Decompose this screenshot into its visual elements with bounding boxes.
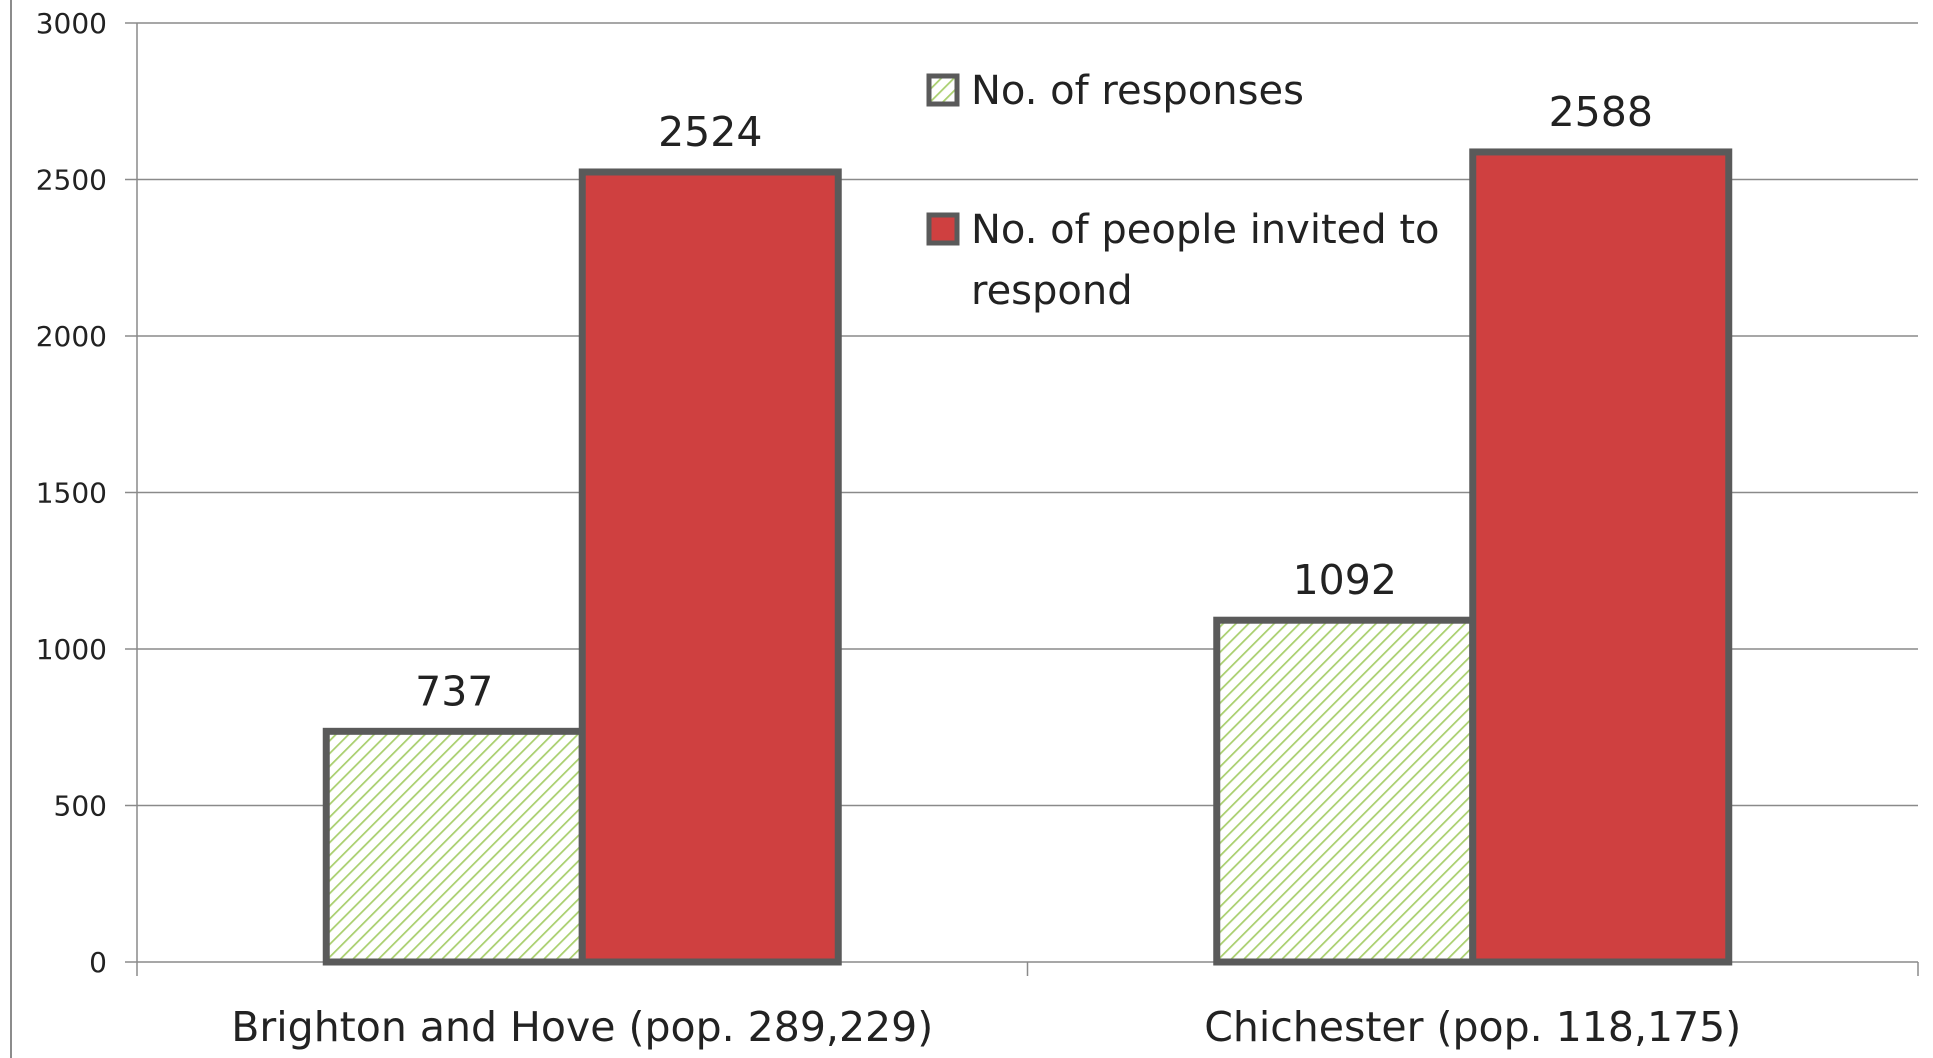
y-tick-label: 0 <box>89 946 107 979</box>
bar-responses <box>322 727 586 966</box>
x-category-label: Brighton and Hove (pop. 289,229) <box>231 1003 933 1051</box>
y-tick-label: 500 <box>54 790 107 823</box>
bar-invited <box>1469 148 1733 966</box>
data-label: 2588 <box>1549 88 1653 136</box>
legend-swatch <box>926 212 960 246</box>
y-tick-label: 2000 <box>36 320 107 353</box>
y-tick-label: 3000 <box>36 7 107 40</box>
bar-responses <box>1213 616 1477 966</box>
data-label: 2524 <box>658 108 762 156</box>
bars <box>322 148 1733 966</box>
legend-swatch <box>926 73 960 107</box>
data-labels: 737 2524 1092 2588 <box>415 88 1653 715</box>
data-label: 1092 <box>1293 556 1397 604</box>
axes: 0 500 1000 1500 2000 2500 3000 Brighton and Hov… <box>36 7 1919 1051</box>
y-tick-label: 1500 <box>36 477 107 510</box>
data-label: 737 <box>415 667 493 715</box>
y-tick-label: 1000 <box>36 633 107 666</box>
y-tick-label: 2500 <box>36 164 107 197</box>
bar-invited <box>578 168 842 966</box>
legend-label: No. of people invited to respond <box>971 207 1440 314</box>
legend: No. of responses No. of people invited to… <box>926 68 1440 314</box>
x-category-label: Chichester (pop. 118,175) <box>1204 1003 1741 1051</box>
legend-label: No. of responses <box>971 68 1304 114</box>
